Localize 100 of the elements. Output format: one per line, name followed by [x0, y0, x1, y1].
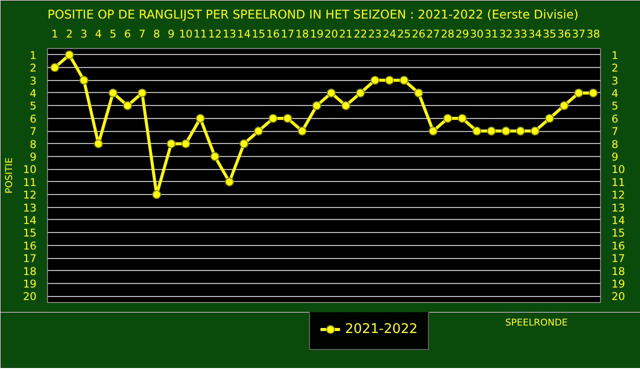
x-tick-label: 27 [426, 28, 440, 40]
x-tick-label: 33 [514, 28, 528, 40]
y-tick-label: 1 [30, 48, 36, 62]
y-tick-label: 20 [22, 290, 37, 304]
y-tick-label: 8 [30, 138, 37, 151]
x-tick-label: 29 [455, 28, 470, 40]
point [79, 76, 88, 85]
y2-tick-label: 11 [612, 176, 626, 189]
y-tick-label: 19 [22, 277, 37, 290]
y2-tick-label: 9 [612, 150, 618, 164]
y2-tick-label: 14 [612, 214, 626, 227]
y2-tick-label: 7 [612, 125, 618, 138]
point [268, 114, 278, 123]
y2-tick-label: 12 [612, 188, 626, 202]
x-tick-label: 17 [280, 28, 294, 40]
y-tick-label: 13 [22, 201, 37, 214]
point [64, 50, 74, 60]
x-tick-label: 31 [484, 28, 498, 40]
point [414, 88, 424, 98]
y2-tick-label: 6 [612, 112, 618, 126]
point [370, 76, 380, 85]
point [283, 114, 292, 123]
y2-tick-label: 18 [612, 264, 626, 278]
y-tick-label: 15 [22, 226, 37, 240]
point [326, 88, 336, 98]
point [501, 126, 510, 136]
chart-title: POSITIE OP DE RANGLIJST PER SPEELROND IN HET SEIZOEN : 2021-2022 (Eerste Divisie) [48, 8, 578, 22]
x-tick-label: 21 [339, 28, 353, 40]
y-tick-label: 10 [22, 163, 37, 176]
x-tick-label: 36 [557, 28, 572, 40]
point [138, 88, 147, 98]
x-tick-label: 30 [470, 28, 484, 40]
x-tick-label: 9 [168, 28, 175, 40]
x-tick-label: 1 [51, 28, 58, 40]
y2-tick-label: 5 [612, 100, 618, 113]
point [588, 88, 598, 98]
point [472, 126, 482, 136]
x-tick-label: 10 [178, 28, 193, 40]
x-tick-label: 2 [66, 28, 73, 40]
x-tick-label: 20 [324, 28, 338, 40]
x-tick-label: 6 [124, 28, 132, 40]
y-tick-label: 6 [30, 112, 37, 126]
y-tick-label: 7 [30, 125, 36, 138]
point [210, 152, 220, 161]
point [181, 139, 190, 148]
point [356, 88, 365, 98]
point [312, 101, 322, 110]
y2-tick-label: 4 [612, 86, 618, 100]
x-tick-label: 28 [440, 28, 455, 40]
point [400, 76, 409, 85]
y2-tick-label: 8 [612, 138, 618, 151]
point [298, 126, 307, 136]
point [384, 76, 394, 85]
point [458, 114, 467, 123]
x-tick-label: 12 [208, 28, 222, 40]
y-axis-title: POSITIE [4, 157, 15, 194]
point [516, 126, 525, 136]
y2-tick-label: 15 [612, 226, 626, 240]
point [239, 139, 248, 148]
y2-tick-label: 1 [612, 48, 618, 62]
y2-tick-label: 10 [612, 163, 626, 176]
y2-tick-label: 20 [612, 290, 626, 304]
point [254, 126, 264, 136]
point [123, 101, 132, 110]
x-axis-title: SPEELRONDE [505, 318, 568, 328]
point [530, 126, 540, 136]
point [428, 126, 438, 136]
x-tick-label: 19 [310, 28, 324, 40]
y-tick-label: 9 [30, 150, 37, 164]
x-tick-label: 18 [295, 28, 310, 40]
y-tick-label: 4 [30, 86, 37, 100]
y-tick-label: 11 [22, 176, 37, 189]
x-tick-label: 23 [368, 28, 382, 40]
x-tick-label: 24 [382, 28, 396, 40]
x-tick-label: 22 [354, 28, 368, 40]
x-tick-label: 4 [95, 28, 102, 40]
y-tick-label: 16 [22, 239, 37, 252]
point [341, 101, 350, 110]
x-tick-label: 13 [222, 28, 236, 40]
x-tick-label: 3 [80, 28, 88, 40]
y2-tick-label: 13 [612, 201, 626, 214]
point [443, 114, 452, 123]
point [224, 177, 234, 186]
x-tick-label: 25 [397, 28, 411, 40]
y-tick-label: 17 [22, 252, 37, 266]
point [574, 88, 584, 98]
x-tick-label: 32 [499, 28, 513, 40]
x-tick-label: 11 [194, 28, 208, 40]
y-tick-label: 5 [30, 100, 36, 113]
x-tick-label: 38 [586, 28, 600, 40]
point [50, 63, 60, 72]
y2-tick-label: 16 [612, 239, 626, 252]
y-tick-label: 14 [22, 214, 37, 227]
y2-tick-label: 2 [612, 62, 618, 75]
x-tick-label: 5 [110, 28, 116, 40]
x-tick-label: 34 [528, 28, 542, 40]
point [545, 114, 554, 123]
x-tick-label: 35 [542, 28, 556, 40]
x-tick-label: 7 [138, 28, 146, 40]
x-tick-label: 16 [266, 28, 280, 40]
